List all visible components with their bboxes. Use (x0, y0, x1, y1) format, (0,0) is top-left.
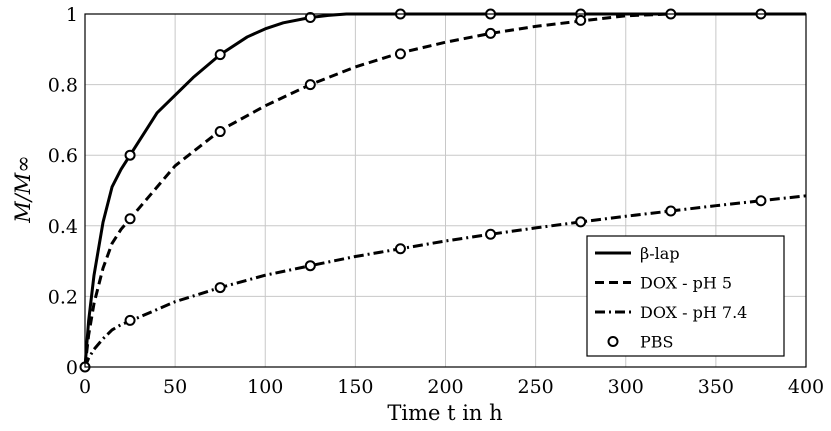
legend-label: DOX - pH 5 (640, 274, 732, 293)
pbs-marker (304, 260, 316, 272)
x-tick-label: 400 (788, 376, 824, 398)
pbs-marker (124, 314, 136, 326)
y-tick-label: 0.2 (48, 286, 78, 308)
pbs-marker (214, 126, 226, 138)
x-tick-label: 250 (517, 376, 553, 398)
x-tick-label: 50 (163, 376, 187, 398)
pbs-markers (79, 8, 767, 373)
y-tick-label: 0 (66, 357, 78, 379)
y-tick-label: 1 (66, 4, 78, 26)
legend-label: β-lap (640, 244, 680, 263)
legend-box (586, 235, 785, 357)
x-tick-label: 200 (427, 376, 463, 398)
legend-label: PBS (640, 333, 673, 352)
legend-swatch (607, 336, 619, 347)
x-tick-label: 350 (698, 376, 734, 398)
pbs-marker (124, 149, 136, 161)
plot-frame (84, 13, 807, 368)
x-tick-label: 150 (337, 376, 373, 398)
pbs-marker (214, 49, 226, 61)
x-tick-label: 0 (79, 376, 91, 398)
tick-labels: 0 50 100 150 200 250 300 350 400 0 0.2 0.4 0.6 0.8 1 (48, 4, 824, 398)
pbs-marker (394, 48, 406, 60)
pbs-marker (755, 195, 767, 207)
pbs-marker (124, 213, 136, 225)
pbs-marker (485, 228, 497, 240)
x-tick-label: 100 (247, 376, 283, 398)
y-tick-label: 0.8 (48, 75, 78, 97)
legend-label: DOX - pH 7.4 (640, 303, 747, 322)
pbs-marker (485, 27, 497, 39)
legend: β-lap DOX - pH 5 DOX - pH 7.4 PBS (586, 235, 785, 357)
pbs-marker (304, 79, 316, 91)
pbs-marker (665, 205, 677, 217)
pbs-marker (575, 14, 587, 26)
pbs-marker (575, 216, 587, 228)
x-tick-label: 300 (608, 376, 644, 398)
series-3-line (83, 194, 807, 368)
pbs-marker (214, 282, 226, 294)
y-tick-label: 0.4 (48, 216, 78, 238)
pbs-marker (394, 243, 406, 255)
y-axis-label: M/M∞ (11, 155, 35, 224)
x-axis-label: Time t in h (387, 401, 502, 425)
y-tick-label: 0.6 (48, 145, 78, 167)
pbs-marker (304, 12, 316, 24)
